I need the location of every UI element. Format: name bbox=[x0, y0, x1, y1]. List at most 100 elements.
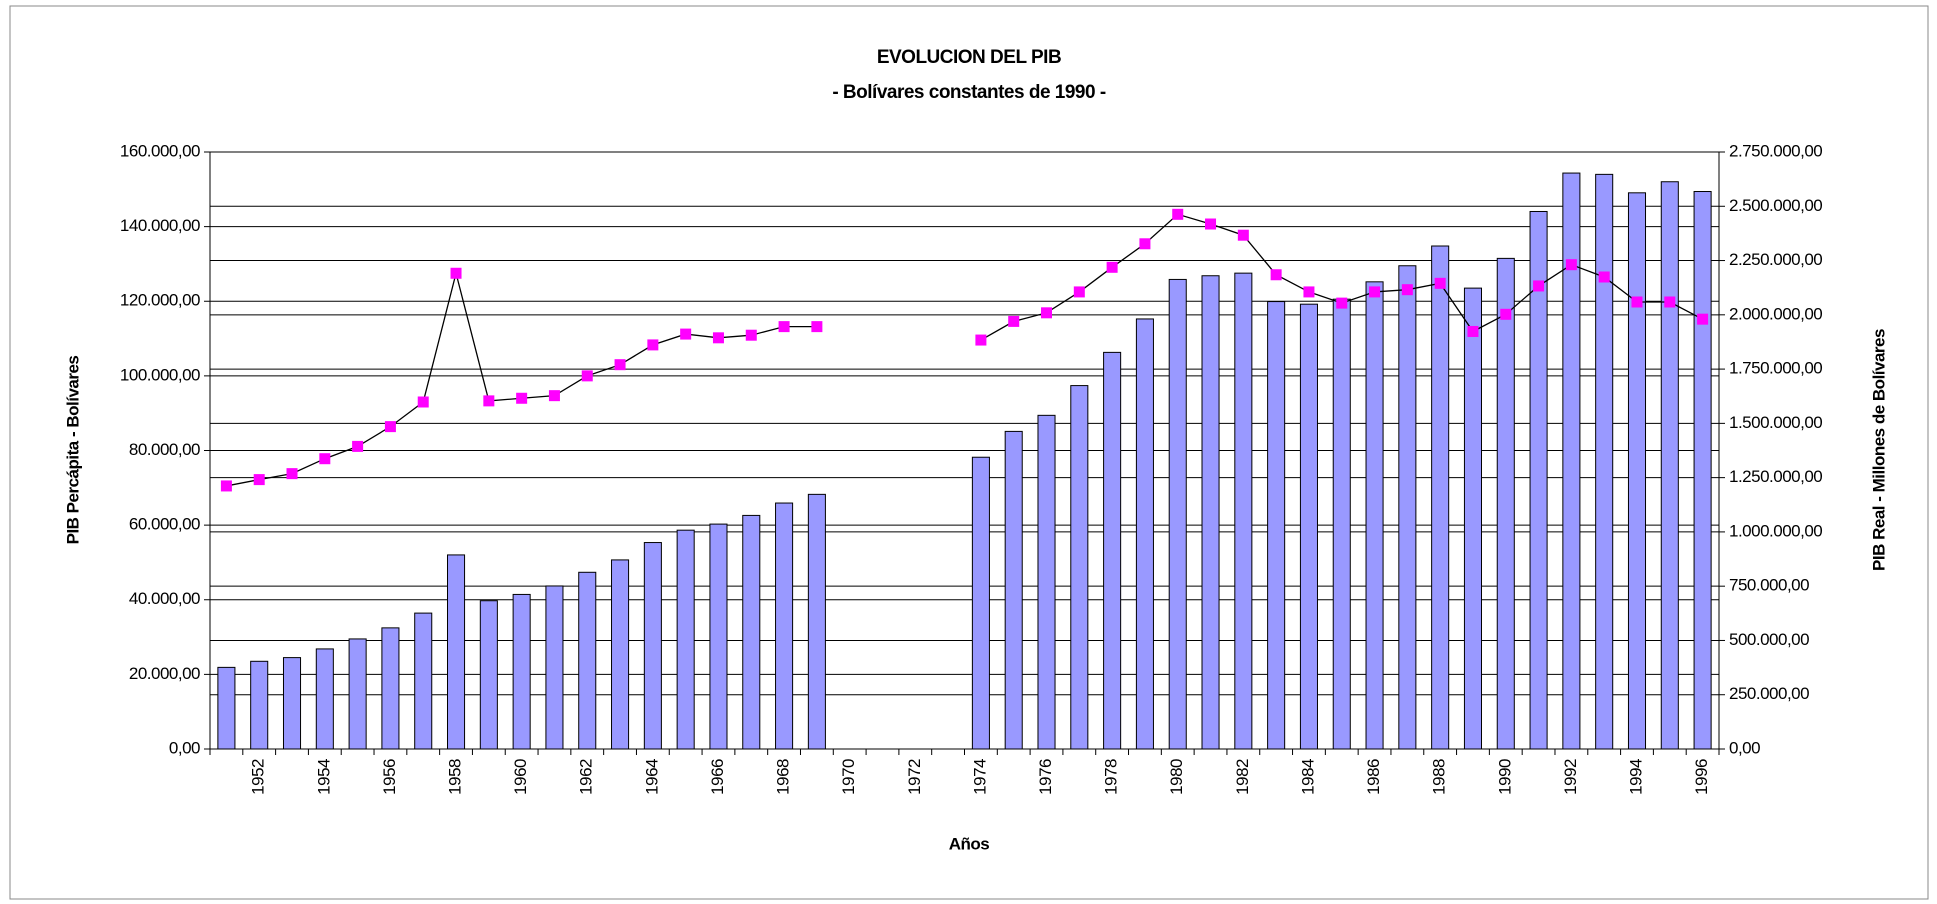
marker bbox=[286, 468, 298, 480]
bar bbox=[971, 456, 990, 750]
marker bbox=[1369, 286, 1381, 298]
bar bbox=[1004, 430, 1023, 750]
x-tick-label: 1970 bbox=[839, 759, 858, 795]
marker bbox=[712, 332, 724, 344]
y2-axis-label: PIB Real - Millones de Bolívares bbox=[1869, 329, 1888, 571]
bar bbox=[1103, 351, 1122, 750]
marker bbox=[614, 359, 626, 371]
marker bbox=[1270, 269, 1282, 281]
bar bbox=[1463, 287, 1482, 750]
marker bbox=[1237, 229, 1249, 241]
marker bbox=[1500, 308, 1512, 320]
y2-tick-label: 0,00 bbox=[1729, 738, 1760, 757]
x-tick-label: 1964 bbox=[642, 759, 661, 795]
bar bbox=[447, 554, 466, 750]
marker bbox=[778, 321, 790, 333]
bar bbox=[282, 657, 302, 750]
bar bbox=[479, 600, 498, 750]
x-tick-label: 1976 bbox=[1036, 759, 1055, 795]
marker bbox=[647, 339, 659, 351]
marker bbox=[548, 390, 560, 402]
x-tick-label: 1962 bbox=[577, 759, 596, 795]
bar bbox=[250, 660, 269, 750]
y2-tick-label: 1.000.000,00 bbox=[1729, 521, 1822, 540]
bar bbox=[1693, 191, 1712, 750]
chart-title: EVOLUCION DEL PIB bbox=[877, 47, 1061, 68]
bar bbox=[545, 585, 564, 750]
y2-tick-label: 1.750.000,00 bbox=[1729, 359, 1822, 378]
marker bbox=[319, 453, 331, 465]
x-tick-label: 1988 bbox=[1430, 759, 1449, 795]
y2-tick-label: 2.250.000,00 bbox=[1729, 250, 1822, 269]
marker bbox=[1139, 238, 1151, 250]
bar bbox=[1070, 385, 1089, 750]
marker bbox=[1697, 313, 1709, 325]
bar bbox=[578, 571, 597, 750]
chart-subtitle: - Bolívares constantes de 1990 - bbox=[832, 82, 1106, 103]
bar bbox=[381, 627, 400, 750]
bar bbox=[1299, 303, 1318, 750]
bar bbox=[348, 638, 367, 750]
bar bbox=[709, 523, 728, 750]
bar bbox=[807, 493, 826, 750]
bar bbox=[775, 502, 794, 750]
bar bbox=[1332, 298, 1351, 750]
x-tick-label: 1994 bbox=[1626, 759, 1645, 795]
marker bbox=[352, 440, 364, 452]
y-tick-label: 40.000,00 bbox=[129, 589, 200, 608]
y-tick-label: 0,00 bbox=[169, 738, 200, 757]
y2-tick-label: 2.750.000,00 bbox=[1729, 141, 1822, 160]
y2-tick-label: 1.500.000,00 bbox=[1729, 413, 1822, 432]
y2-tick-label: 750.000,00 bbox=[1729, 576, 1809, 595]
marker bbox=[1598, 271, 1610, 283]
y-tick-label: 20.000,00 bbox=[129, 664, 200, 683]
marker bbox=[483, 395, 495, 407]
bar bbox=[315, 648, 334, 750]
bar bbox=[1660, 181, 1679, 750]
marker bbox=[1631, 296, 1643, 308]
y-tick-label: 80.000,00 bbox=[129, 440, 200, 459]
marker bbox=[1434, 277, 1446, 289]
marker bbox=[220, 480, 232, 492]
marker bbox=[1205, 218, 1217, 230]
bar bbox=[1431, 245, 1450, 750]
marker bbox=[581, 370, 593, 382]
bar bbox=[1398, 265, 1417, 750]
marker bbox=[1073, 286, 1085, 298]
x-tick-label: 1960 bbox=[511, 759, 530, 795]
bar bbox=[1267, 301, 1286, 750]
marker bbox=[1664, 296, 1676, 308]
marker bbox=[811, 321, 823, 333]
y-tick-label: 60.000,00 bbox=[129, 515, 200, 534]
marker bbox=[1467, 325, 1479, 337]
marker bbox=[450, 267, 462, 279]
y2-tick-label: 250.000,00 bbox=[1729, 684, 1809, 703]
y2-tick-label: 1.250.000,00 bbox=[1729, 467, 1822, 486]
marker bbox=[1041, 307, 1053, 319]
marker bbox=[975, 334, 987, 346]
x-axis-label: Años bbox=[949, 834, 990, 853]
y2-tick-label: 500.000,00 bbox=[1729, 630, 1809, 649]
marker bbox=[1008, 315, 1020, 327]
x-tick-label: 1958 bbox=[446, 759, 465, 795]
bar bbox=[1627, 192, 1647, 750]
bar bbox=[1562, 172, 1581, 750]
marker bbox=[1565, 259, 1577, 271]
marker bbox=[516, 392, 528, 404]
marker bbox=[1401, 284, 1413, 296]
bar bbox=[742, 514, 761, 750]
x-tick-label: 1984 bbox=[1298, 759, 1317, 795]
x-tick-label: 1986 bbox=[1364, 759, 1383, 795]
bar bbox=[676, 529, 695, 750]
bar bbox=[1529, 210, 1548, 750]
x-tick-label: 1982 bbox=[1233, 759, 1252, 795]
marker bbox=[384, 421, 396, 433]
marker bbox=[1106, 261, 1118, 273]
marker bbox=[417, 396, 429, 408]
marker bbox=[1303, 286, 1315, 298]
bar bbox=[643, 542, 662, 750]
x-tick-label: 1978 bbox=[1102, 759, 1121, 795]
marker bbox=[1172, 208, 1184, 220]
marker bbox=[253, 474, 265, 486]
x-tick-label: 1968 bbox=[774, 759, 793, 795]
